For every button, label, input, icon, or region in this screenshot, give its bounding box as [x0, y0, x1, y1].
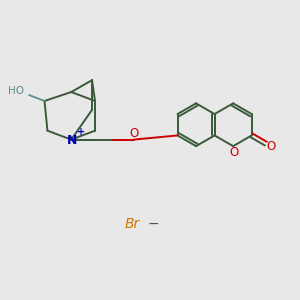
Text: O: O — [229, 146, 239, 159]
Text: O: O — [267, 140, 276, 153]
Text: HO: HO — [8, 85, 24, 96]
Text: −: − — [148, 217, 159, 231]
Text: N: N — [67, 134, 77, 147]
Text: Br: Br — [124, 217, 140, 231]
Text: +: + — [77, 127, 85, 137]
Text: O: O — [129, 127, 139, 140]
